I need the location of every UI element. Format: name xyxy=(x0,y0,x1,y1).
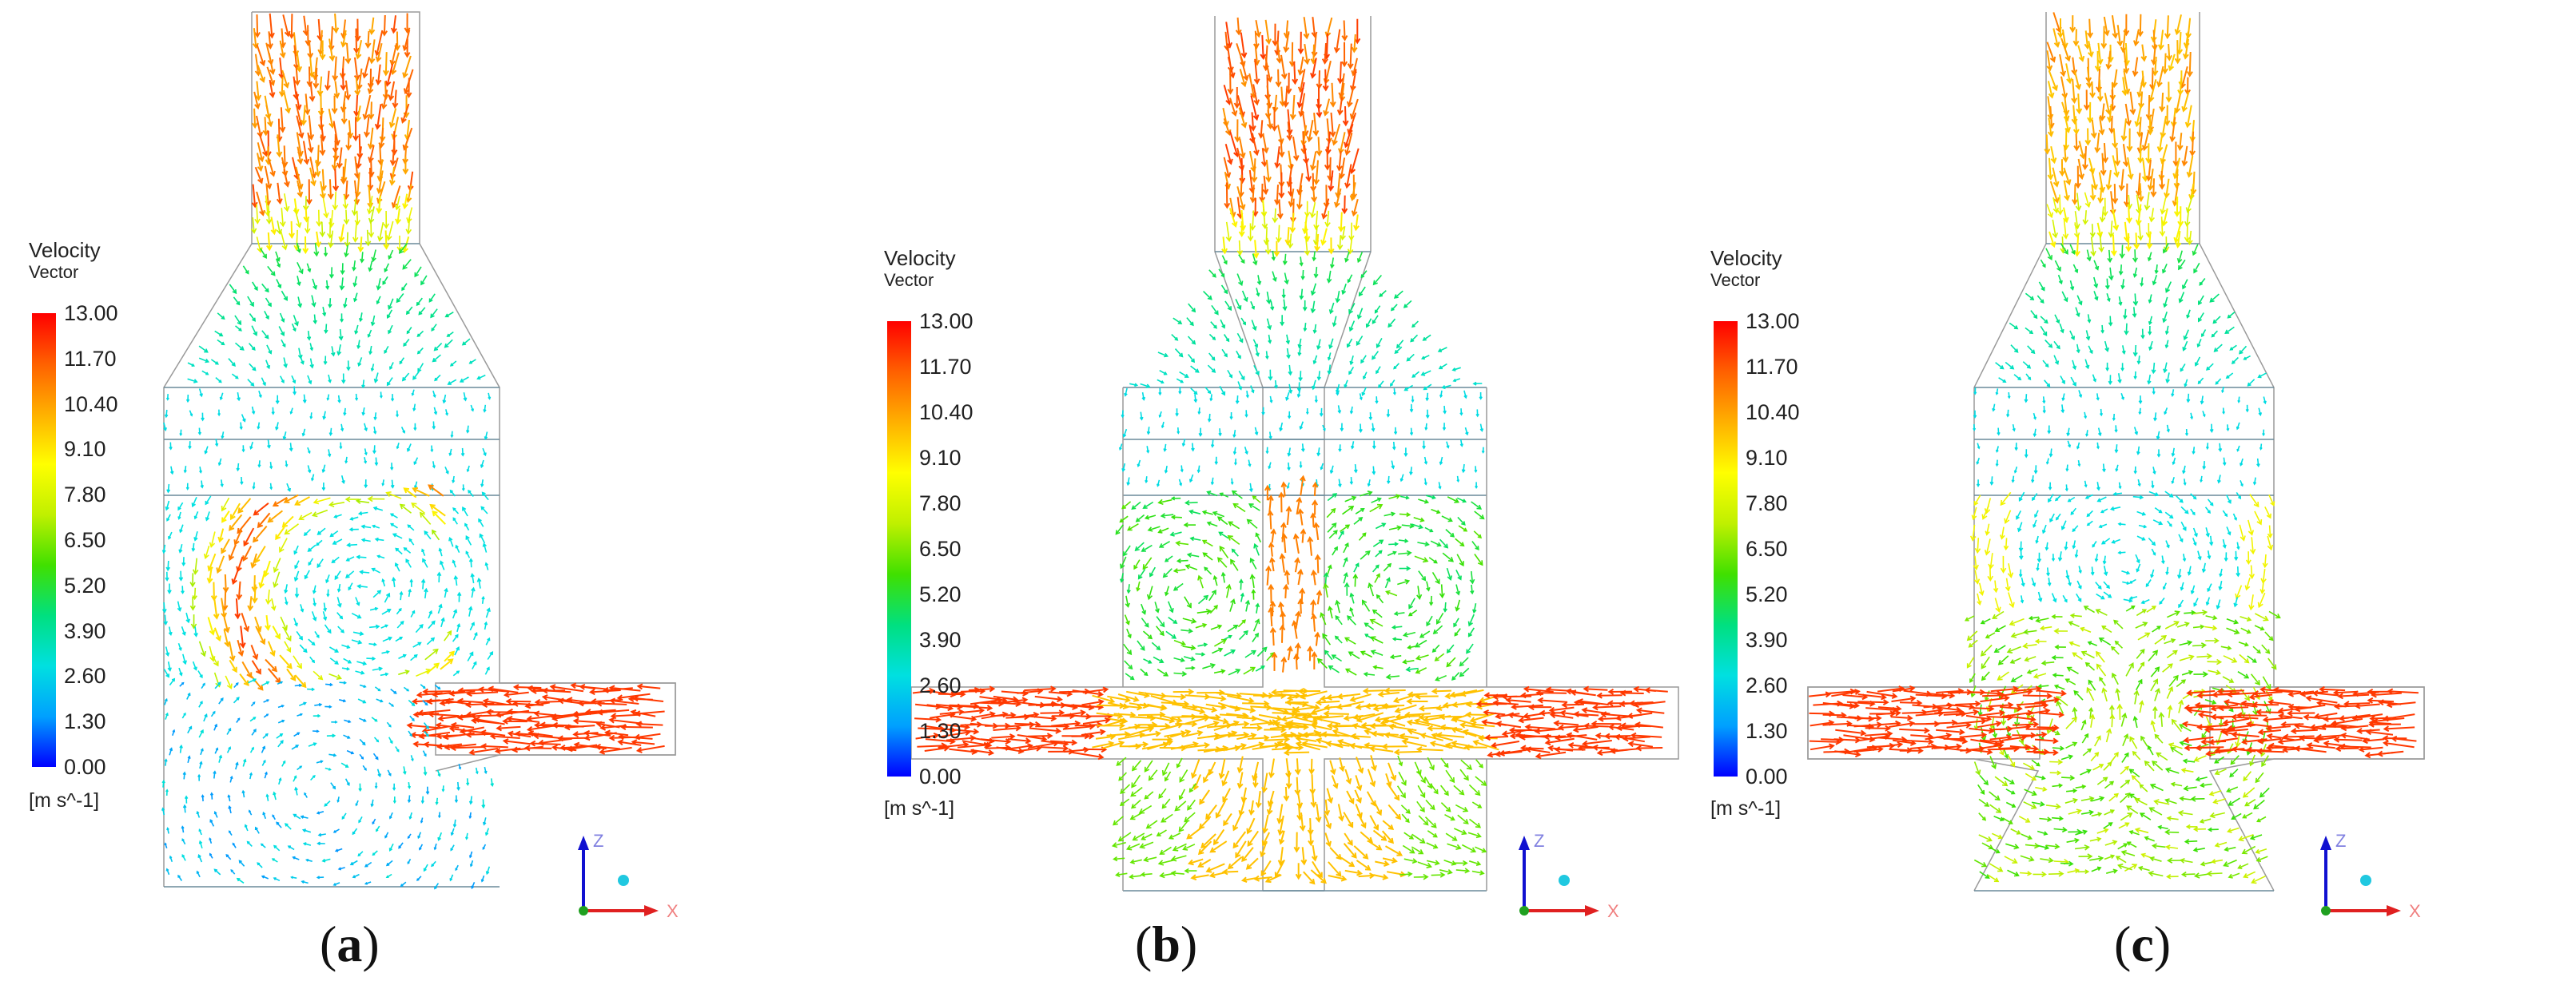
velocity-vectors xyxy=(161,677,495,890)
legend-title: Velocity xyxy=(1710,246,1782,270)
legend-title: Velocity xyxy=(884,246,956,270)
velocity-vectors xyxy=(1129,250,1483,396)
velocity-vectors xyxy=(161,484,494,691)
velocity-vectors xyxy=(163,386,492,494)
velocity-vectors xyxy=(187,242,486,389)
legend-tick-label: 2.60 xyxy=(64,664,106,689)
axis-triad: ZX xyxy=(1519,831,1619,921)
domain-outline xyxy=(910,16,1264,891)
legend-tick-label: 11.70 xyxy=(919,355,972,379)
legend-tick-label: 5.20 xyxy=(919,582,962,606)
legend-title: Velocity xyxy=(29,238,101,262)
velocity-vectors xyxy=(1995,243,2267,387)
legend-subtitle: Vector xyxy=(884,270,934,290)
axis-x-label: X xyxy=(1607,901,1619,921)
velocity-vectors xyxy=(1221,17,1361,260)
legend-subtitle: Vector xyxy=(1710,270,1761,290)
legend-tick-label: 3.90 xyxy=(919,628,962,652)
legend-tick-label: 0.00 xyxy=(919,765,962,788)
axis-x-label: X xyxy=(2409,901,2421,921)
axis-triad: ZX xyxy=(2320,831,2421,921)
velocity-vectors xyxy=(2182,685,2419,759)
legend-tick-label: 3.90 xyxy=(64,618,106,643)
legend-units: [m s^-1] xyxy=(884,797,955,820)
legend-tick-label: 1.30 xyxy=(919,719,962,743)
legend-colorbar xyxy=(1714,321,1738,777)
legend-tick-label: 13.00 xyxy=(64,301,118,325)
legend-tick-label: 0.00 xyxy=(1746,765,1788,788)
legend-tick-label: 6.50 xyxy=(64,528,106,552)
axis-x-label: X xyxy=(667,901,679,921)
legend-tick-label: 2.60 xyxy=(1746,673,1788,697)
legend-tick-label: 5.20 xyxy=(64,573,106,598)
domain-outline xyxy=(252,11,676,772)
legend-tick-label: 0.00 xyxy=(64,755,106,779)
axis-triad: ZX xyxy=(578,831,679,921)
legend-tick-label: 13.00 xyxy=(919,309,973,333)
legend-units: [m s^-1] xyxy=(29,789,100,812)
axis-z-label: Z xyxy=(1534,831,1544,851)
velocity-vectors xyxy=(406,682,665,756)
velocity-vectors xyxy=(1969,491,2275,613)
legend-tick-label: 10.40 xyxy=(919,400,973,424)
legend-units: [m s^-1] xyxy=(1710,797,1782,820)
legend-tick-label: 3.90 xyxy=(1746,628,1788,652)
legend-tick-label: 1.30 xyxy=(1746,719,1788,743)
inlet-duct xyxy=(435,682,676,756)
legend-tick-label: 5.20 xyxy=(1746,582,1788,606)
vector-field-a: ZX xyxy=(32,11,679,921)
velocity-vectors xyxy=(1964,605,2281,884)
domain-outline xyxy=(1324,16,1679,891)
legend-subtitle: Vector xyxy=(29,262,79,282)
legend-tick-label: 6.50 xyxy=(919,537,962,561)
legend-tick-label: 10.40 xyxy=(64,391,118,416)
vector-field-b: ZX xyxy=(887,16,1679,921)
caption-b: (b) xyxy=(1135,916,1198,972)
axis-z-label: Z xyxy=(593,831,603,851)
legend-tick-label: 1.30 xyxy=(64,709,106,734)
legend-colorbar xyxy=(887,321,911,777)
vector-field-c: ZX xyxy=(1714,12,2425,921)
legend-tick-label: 7.80 xyxy=(1746,491,1788,515)
legend-tick-label: 9.10 xyxy=(64,437,106,462)
legend-tick-label: 6.50 xyxy=(1746,537,1788,561)
legend-tick-label: 7.80 xyxy=(64,483,106,507)
velocity-vectors xyxy=(1973,386,2267,492)
caption-c: (c) xyxy=(2114,916,2172,972)
legend-tick-label: 2.60 xyxy=(919,673,962,697)
legend-colorbar xyxy=(32,313,56,767)
velocity-vectors xyxy=(1809,685,2067,758)
legend-tick-label: 13.00 xyxy=(1746,309,1800,333)
axis-z-label: Z xyxy=(2335,831,2346,851)
legend-tick-label: 10.40 xyxy=(1746,400,1800,424)
velocity-vectors xyxy=(1118,387,1485,493)
caption-a: (a) xyxy=(320,916,380,972)
domain-outline xyxy=(163,12,253,887)
velocity-vectors xyxy=(912,685,1668,761)
legend-tick-label: 9.10 xyxy=(919,446,962,470)
legend-tick-label: 11.70 xyxy=(1746,355,1798,379)
velocity-vectors xyxy=(1111,755,1487,885)
legend-tick-label: 11.70 xyxy=(64,346,117,371)
velocity-vectors xyxy=(250,13,414,255)
legend-tick-label: 7.80 xyxy=(919,491,962,515)
velocity-vectors xyxy=(2044,12,2197,257)
velocity-vectors xyxy=(1115,475,1485,681)
legend-tick-label: 9.10 xyxy=(1746,446,1788,470)
